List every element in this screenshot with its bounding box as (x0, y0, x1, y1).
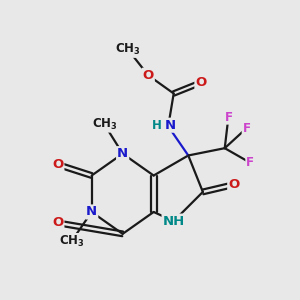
Text: H: H (152, 119, 162, 132)
Text: O: O (195, 76, 207, 89)
Text: N: N (86, 206, 97, 218)
Text: $\mathregular{CH_3}$: $\mathregular{CH_3}$ (115, 42, 141, 57)
Text: F: F (246, 156, 254, 169)
Text: $\mathregular{CH_3}$: $\mathregular{CH_3}$ (59, 234, 84, 249)
Text: O: O (142, 69, 154, 82)
Text: O: O (52, 216, 63, 230)
Text: N: N (117, 147, 128, 160)
Text: N: N (164, 119, 175, 132)
Text: F: F (243, 122, 250, 135)
Text: O: O (52, 158, 63, 171)
Text: F: F (224, 111, 232, 124)
Text: $\mathregular{CH_3}$: $\mathregular{CH_3}$ (92, 117, 117, 132)
Text: NH: NH (163, 214, 185, 228)
Text: O: O (228, 178, 239, 191)
